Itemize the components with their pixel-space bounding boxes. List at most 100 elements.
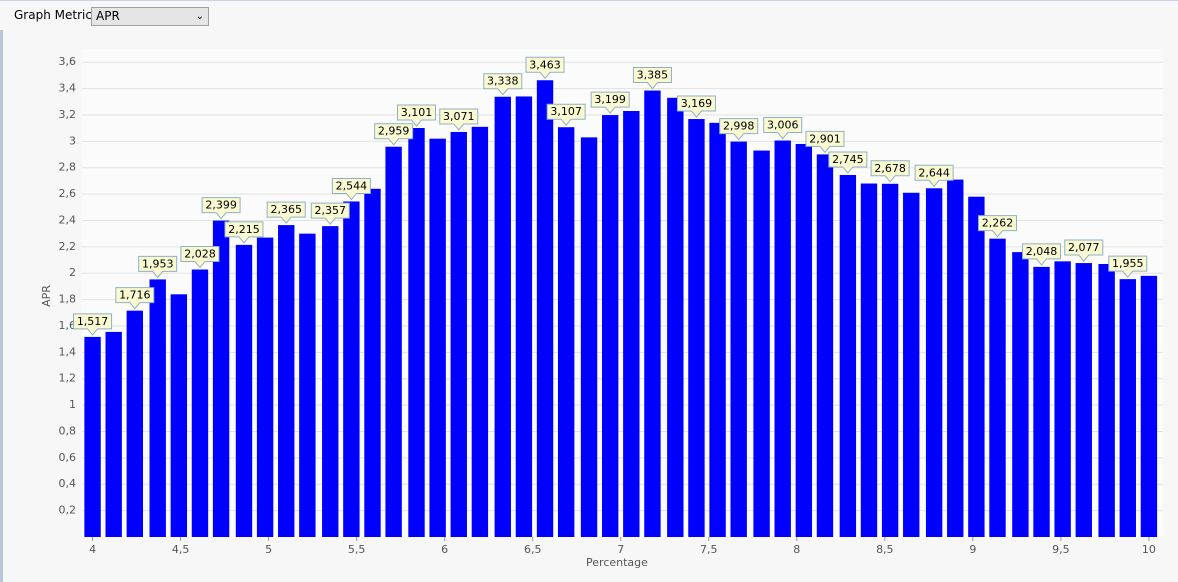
data-label-callout: 2,262 <box>978 215 1017 238</box>
callout-box <box>914 164 954 188</box>
bar <box>450 131 467 537</box>
data-label-callout: 3,338 <box>483 73 523 96</box>
data-label: 2,678 <box>874 162 906 175</box>
callout-box <box>201 197 241 220</box>
bar <box>947 179 964 537</box>
callout-box <box>138 255 178 279</box>
panel-edge <box>0 30 3 582</box>
data-label: 1,955 <box>1112 257 1144 270</box>
y-tick-label: 2 <box>69 266 76 279</box>
bar <box>753 150 770 537</box>
metric-value: APR <box>96 9 120 23</box>
data-label: 2,028 <box>184 248 216 261</box>
bar <box>557 127 575 538</box>
y-tick-label: 1,2 <box>59 372 77 385</box>
x-tick-label: 7 <box>617 543 624 556</box>
data-label-callout: 1,953 <box>138 255 178 279</box>
x-tick-label: 9,5 <box>1052 543 1070 556</box>
bar <box>278 225 295 537</box>
bar <box>881 183 899 537</box>
bar <box>235 244 253 537</box>
callout-box <box>1022 243 1062 266</box>
data-label: 3,338 <box>487 75 519 88</box>
bar <box>429 138 446 537</box>
y-tick-label: 2,4 <box>59 213 77 226</box>
bar <box>667 97 684 538</box>
bar <box>322 226 339 538</box>
callout-box <box>525 56 565 80</box>
x-tick-label: 8 <box>793 543 800 556</box>
data-label: 1,953 <box>142 257 174 270</box>
callout-box <box>397 104 437 127</box>
data-label: 3,006 <box>767 119 799 132</box>
bar <box>1119 279 1136 537</box>
data-label: 1,517 <box>77 315 109 328</box>
data-label-callout: 2,357 <box>310 202 350 225</box>
data-label: 3,169 <box>681 97 713 110</box>
callout-box <box>374 123 414 146</box>
x-axis-label: Percentage <box>586 556 648 569</box>
bar <box>903 192 920 538</box>
metric-select[interactable]: APR ⌄ <box>91 7 209 26</box>
data-label-callout: 2,544 <box>331 177 371 201</box>
bar <box>471 126 489 537</box>
data-label-callout: 2,901 <box>805 130 845 154</box>
bar <box>494 96 511 537</box>
x-tick-label: 5,5 <box>348 543 366 556</box>
data-label: 3,199 <box>594 93 626 106</box>
callout-box <box>115 287 155 310</box>
bar <box>709 122 726 537</box>
callout-box <box>870 160 910 183</box>
data-label: 3,107 <box>550 105 582 118</box>
bar <box>84 336 101 537</box>
data-label-callout: 3,169 <box>676 95 716 118</box>
data-label: 3,071 <box>443 110 475 123</box>
bar <box>1012 252 1029 537</box>
bar <box>688 119 705 537</box>
bar <box>860 183 878 537</box>
data-label: 2,077 <box>1068 241 1100 254</box>
callout-box <box>763 117 803 140</box>
data-label-callout: 1,716 <box>115 287 155 310</box>
bar <box>925 188 943 537</box>
callout-box <box>439 108 479 131</box>
data-label-callout: 3,006 <box>763 117 803 140</box>
bar <box>105 331 122 537</box>
callout-box <box>1108 255 1148 278</box>
x-tick-label: 5 <box>265 543 272 556</box>
callout-box <box>180 246 220 269</box>
data-label: 2,998 <box>723 120 755 133</box>
bar <box>299 233 316 537</box>
bar <box>212 220 230 537</box>
callout-box <box>224 221 264 244</box>
data-label-callout: 3,107 <box>546 103 586 126</box>
data-label-callout: 2,077 <box>1064 239 1104 262</box>
x-tick-label: 4 <box>89 543 96 556</box>
bar <box>839 174 857 537</box>
callout-box <box>331 177 371 201</box>
x-tick-label: 8,5 <box>876 543 894 556</box>
bar <box>536 80 554 538</box>
x-tick-label: 6,5 <box>524 543 542 556</box>
x-tick-label: 7,5 <box>700 543 718 556</box>
bar <box>515 96 533 537</box>
data-label-callout: 2,399 <box>201 197 241 220</box>
bar <box>644 90 661 537</box>
data-label-callout: 2,215 <box>224 221 264 244</box>
bar <box>580 137 598 538</box>
bar <box>730 141 747 537</box>
callout-box <box>978 215 1017 238</box>
bar <box>601 115 619 538</box>
bar <box>170 294 188 537</box>
data-label: 3,463 <box>529 58 561 71</box>
bar <box>623 110 640 537</box>
data-label: 3,101 <box>401 106 433 119</box>
x-tick-label: 10 <box>1142 543 1156 556</box>
metric-label: Graph Metric <box>14 8 92 22</box>
data-label-callout: 2,365 <box>266 201 306 224</box>
y-tick-label: 3,6 <box>59 55 77 68</box>
bar <box>968 196 985 537</box>
data-label: 1,716 <box>119 289 151 302</box>
callout-box <box>483 73 523 96</box>
